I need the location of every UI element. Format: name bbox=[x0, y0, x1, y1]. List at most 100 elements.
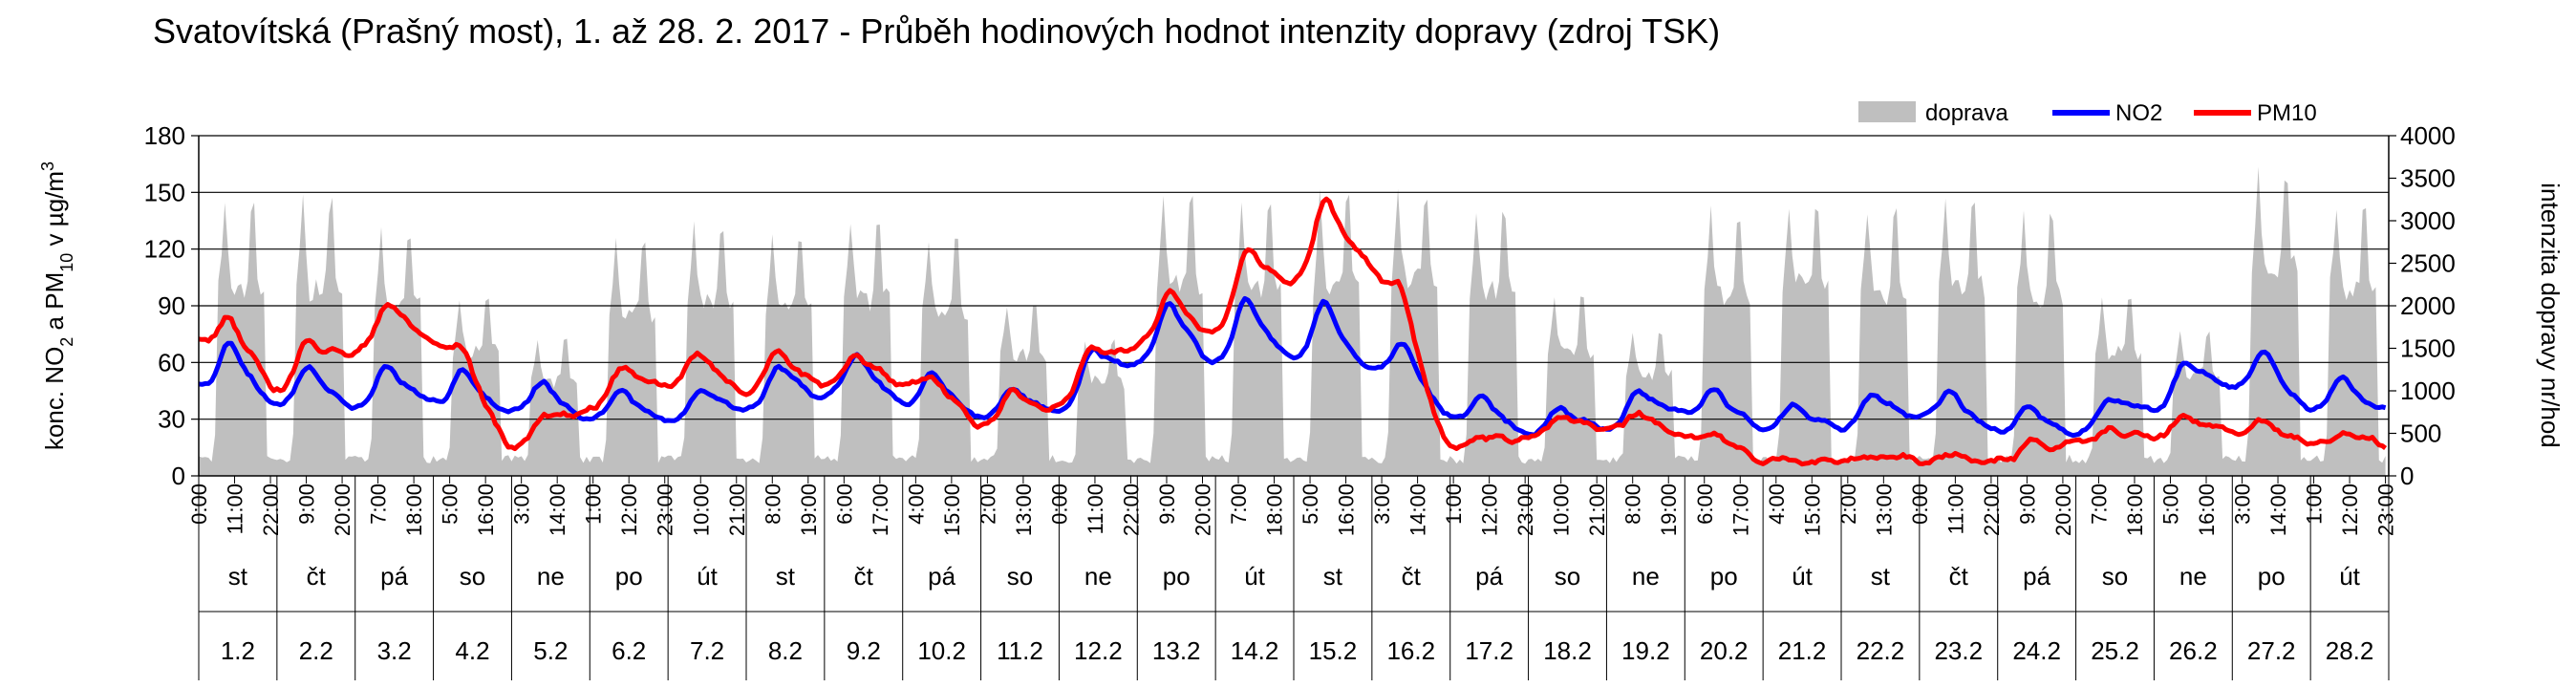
y-tick-label-right: 500 bbox=[2400, 419, 2441, 448]
x-tick-label: 16:00 bbox=[2195, 484, 2219, 536]
date-label: 22.2 bbox=[1857, 636, 1905, 665]
x-tick-label: 7:00 bbox=[367, 484, 391, 525]
weekday-label: po bbox=[615, 562, 643, 591]
x-tick-label: 7:00 bbox=[2087, 484, 2111, 525]
x-tick-label: 4:00 bbox=[904, 484, 928, 525]
x-tick-label: 20:00 bbox=[1191, 484, 1215, 536]
series-no2-line bbox=[198, 295, 2387, 439]
x-tick-label: 23:00 bbox=[1513, 484, 1537, 536]
weekday-label: ne bbox=[537, 562, 565, 591]
y-tick-label-left: 90 bbox=[158, 291, 185, 320]
weekday-label: čt bbox=[1949, 562, 1969, 591]
x-tick-label: 8:00 bbox=[761, 484, 784, 525]
weekday-label: st bbox=[228, 562, 248, 591]
x-tick-label: 15:00 bbox=[940, 484, 964, 536]
y-tick-label-right: 1000 bbox=[2400, 376, 2456, 405]
weekday-label: čt bbox=[307, 562, 327, 591]
weekday-label: so bbox=[460, 562, 485, 591]
weekday-label: ne bbox=[2179, 562, 2207, 591]
date-label: 1.2 bbox=[221, 636, 255, 665]
x-tick-label: 21:00 bbox=[1585, 484, 1609, 536]
date-label: 15.2 bbox=[1309, 636, 1358, 665]
x-tick-label: 19:00 bbox=[1657, 484, 1681, 536]
date-label: 7.2 bbox=[690, 636, 724, 665]
weekday-label: út bbox=[697, 562, 718, 591]
x-tick-label: 9:00 bbox=[1155, 484, 1179, 525]
y-tick-label-left: 180 bbox=[144, 121, 185, 150]
x-tick-label: 18:00 bbox=[402, 484, 426, 536]
y-tick-label-left: 120 bbox=[144, 235, 185, 264]
y-tick-label-left: 30 bbox=[158, 405, 185, 434]
y-tick-label-right: 0 bbox=[2400, 462, 2414, 490]
x-tick-label: 2:00 bbox=[976, 484, 999, 525]
y-axis-right-label: intenzita dopravy nr/hod bbox=[2536, 183, 2565, 448]
x-tick-label: 10:00 bbox=[689, 484, 713, 536]
x-tick-label: 14:00 bbox=[546, 484, 569, 536]
y-tick-label-left: 150 bbox=[144, 178, 185, 206]
x-tick-label: 12:00 bbox=[2338, 484, 2362, 536]
date-label: 11.2 bbox=[997, 636, 1043, 665]
x-tick-label: 1:00 bbox=[582, 484, 606, 525]
weekday-label: so bbox=[1007, 562, 1033, 591]
y-tick-label-left: 0 bbox=[172, 462, 185, 490]
date-label: 14.2 bbox=[1231, 636, 1279, 665]
x-tick-label: 3:00 bbox=[1370, 484, 1394, 525]
date-label: 16.2 bbox=[1386, 636, 1435, 665]
x-tick-label: 13:00 bbox=[1012, 484, 1036, 536]
x-tick-label: 19:00 bbox=[797, 484, 821, 536]
date-label: 20.2 bbox=[1700, 636, 1749, 665]
x-tick-label: 2:00 bbox=[1836, 484, 1860, 525]
date-label: 8.2 bbox=[768, 636, 803, 665]
weekday-label: po bbox=[2258, 562, 2286, 591]
weekday-label: út bbox=[1792, 562, 1813, 591]
y-axis-left-label: konc. NO2 a PM10 v µg/m3 bbox=[38, 161, 76, 450]
x-tick-label: 11:00 bbox=[1084, 484, 1107, 534]
x-tick-label: 17:00 bbox=[1728, 484, 1752, 536]
weekday-label: po bbox=[1163, 562, 1191, 591]
date-label: 17.2 bbox=[1465, 636, 1513, 665]
x-tick-label: 21:00 bbox=[725, 484, 749, 536]
x-tick-label: 20:00 bbox=[331, 484, 354, 536]
date-label: 27.2 bbox=[2247, 636, 2296, 665]
y-tick-label-left: 60 bbox=[158, 348, 185, 376]
y-tick-label-right: 3000 bbox=[2400, 206, 2456, 235]
date-label: 24.2 bbox=[2012, 636, 2061, 665]
x-tick-label: 20:00 bbox=[2051, 484, 2075, 536]
weekday-label: so bbox=[1555, 562, 1580, 591]
x-tick-label: 5:00 bbox=[2158, 484, 2182, 525]
weekday-label: út bbox=[2339, 562, 2360, 591]
weekday-label: ne bbox=[1632, 562, 1660, 591]
x-tick-label: 22:00 bbox=[1980, 484, 2004, 536]
legend-label-doprava: doprava bbox=[1925, 100, 2008, 126]
x-tick-label: 9:00 bbox=[295, 484, 319, 525]
x-tick-label: 1:00 bbox=[1442, 484, 1466, 525]
x-tick-label: 3:00 bbox=[510, 484, 534, 525]
x-tick-label: 7:00 bbox=[1227, 484, 1251, 525]
date-label: 13.2 bbox=[1152, 636, 1201, 665]
date-label: 2.2 bbox=[299, 636, 333, 665]
x-tick-label: 15:00 bbox=[1800, 484, 1824, 536]
series-doprava-area bbox=[199, 166, 2386, 476]
series-pm10-line bbox=[198, 196, 2388, 467]
x-tick-label: 14:00 bbox=[1406, 484, 1430, 536]
date-label: 19.2 bbox=[1621, 636, 1670, 665]
weekday-label: ne bbox=[1084, 562, 1112, 591]
x-tick-label: 12:00 bbox=[1478, 484, 1502, 536]
x-tick-label: 16:00 bbox=[474, 484, 498, 536]
date-label: 23.2 bbox=[1934, 636, 1983, 665]
date-label: 5.2 bbox=[533, 636, 568, 665]
date-label: 6.2 bbox=[612, 636, 646, 665]
legend-label-pm10: PM10 bbox=[2257, 100, 2317, 126]
weekday-label: pá bbox=[1475, 562, 1503, 591]
x-tick-label: 3:00 bbox=[2231, 484, 2255, 525]
date-label: 4.2 bbox=[455, 636, 489, 665]
date-label: 3.2 bbox=[377, 636, 412, 665]
x-tick-label: 18:00 bbox=[2123, 484, 2147, 536]
date-label: 12.2 bbox=[1074, 636, 1123, 665]
x-tick-label: 16:00 bbox=[1335, 484, 1359, 536]
y-tick-label-right: 2000 bbox=[2400, 291, 2456, 320]
x-tick-label: 9:00 bbox=[2015, 484, 2039, 525]
x-tick-label: 22:00 bbox=[1119, 484, 1143, 536]
x-tick-label: 22:00 bbox=[259, 484, 283, 536]
